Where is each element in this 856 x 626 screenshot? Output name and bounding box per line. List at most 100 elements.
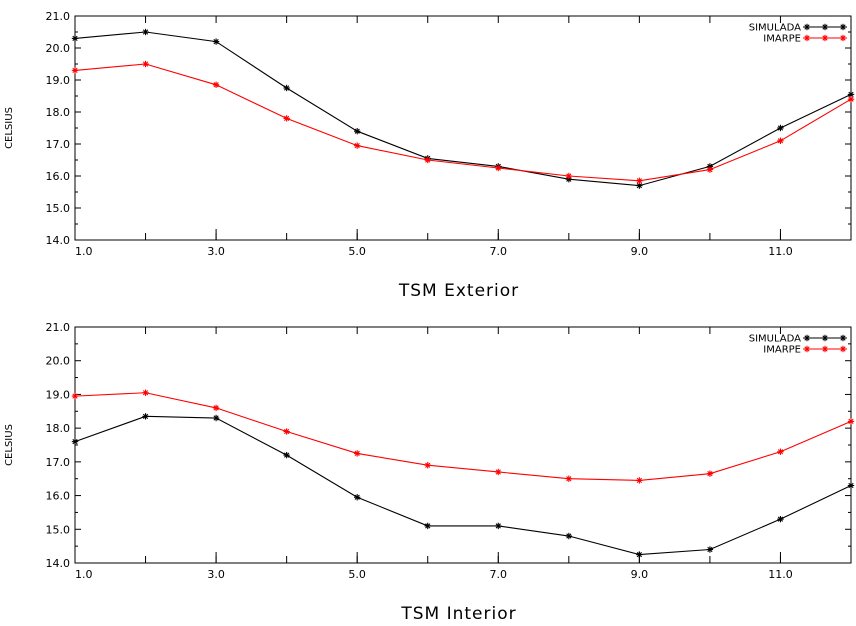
- data-point-simulada: [212, 38, 220, 45]
- data-point-simulada: [142, 413, 149, 420]
- data-point-simulada: [424, 522, 431, 530]
- y-tick-label: 20.0: [46, 355, 71, 368]
- series-line-simulada: [74, 31, 852, 187]
- data-point-imarpe: [424, 462, 431, 469]
- chart-panel-1: 1.0 3.0 5.0 7.0 9.0 11.0 14.0 15.0 16.0 17.0 18.0 1…: [4, 10, 855, 301]
- chart-panel-2: 1.0 3.0 5.0 7.0 9.0 11.0 14.0 15.0 16.0 17.0 18.0 1…: [4, 321, 855, 624]
- data-point-imarpe: [495, 468, 502, 476]
- x-tick-label: 9.0: [631, 568, 649, 581]
- chart-title: TSM Exterior: [398, 281, 519, 301]
- data-point-imarpe: [495, 164, 502, 172]
- y-tick-label: 18.0: [46, 422, 71, 435]
- data-point-simulada: [283, 451, 290, 459]
- legend-marker: [803, 345, 811, 353]
- x-tick-label: 11.0: [768, 568, 793, 581]
- data-point-imarpe: [777, 137, 784, 144]
- y-axis-label: CELSIUS: [4, 107, 15, 149]
- data-point-imarpe: [142, 389, 149, 396]
- y-tick-label: 21.0: [46, 321, 71, 334]
- data-point-imarpe: [71, 392, 79, 400]
- legend-marker: [821, 334, 829, 342]
- series-line-simulada: [74, 415, 852, 556]
- data-point-simulada: [847, 482, 855, 489]
- legend-label: SIMULADA: [749, 23, 801, 34]
- legend-marker: [803, 23, 811, 31]
- x-tick-label: 1.0: [75, 245, 93, 258]
- legend-marker: [821, 34, 829, 42]
- plot-frame: [74, 326, 852, 564]
- data-point-simulada: [71, 35, 79, 42]
- data-point-simulada: [71, 438, 79, 445]
- data-point-simulada: [847, 91, 855, 98]
- y-tick-label: 17.0: [46, 456, 71, 469]
- series-line-imarpe: [74, 392, 852, 481]
- data-point-imarpe: [142, 60, 149, 68]
- y-tick-label: 14.0: [46, 557, 71, 570]
- data-point-imarpe: [565, 475, 573, 482]
- data-point-imarpe: [706, 166, 714, 173]
- y-tick-label: 21.0: [46, 10, 71, 23]
- data-point-imarpe: [71, 67, 79, 74]
- y-tick-label: 18.0: [46, 106, 71, 119]
- x-tick-label: 7.0: [490, 568, 508, 581]
- data-point-imarpe: [353, 450, 361, 457]
- data-point-imarpe: [706, 470, 714, 477]
- data-point-imarpe: [636, 477, 643, 484]
- x-tick-label: 7.0: [490, 245, 508, 258]
- x-tick-label: 11.0: [768, 245, 793, 258]
- y-tick-label: 19.0: [46, 388, 71, 401]
- y-tick-label: 19.0: [46, 74, 71, 87]
- series-line-imarpe: [74, 63, 852, 182]
- x-tick-label: 5.0: [348, 568, 366, 581]
- data-point-simulada: [212, 414, 220, 422]
- data-point-imarpe: [424, 156, 431, 164]
- data-point-imarpe: [283, 428, 290, 435]
- legend-marker: [803, 34, 811, 42]
- data-point-simulada: [777, 515, 784, 523]
- x-tick-label: 5.0: [348, 245, 366, 258]
- data-point-simulada: [283, 84, 290, 92]
- data-point-simulada: [565, 532, 573, 540]
- data-point-simulada: [495, 522, 502, 530]
- data-point-imarpe: [777, 448, 784, 455]
- legend-label: SIMULADA: [749, 334, 801, 345]
- data-point-simulada: [777, 124, 784, 132]
- x-tick-label: 1.0: [75, 568, 93, 581]
- data-point-simulada: [353, 128, 361, 135]
- chart-title: TSM Interior: [400, 604, 516, 624]
- plot-frame: [74, 15, 852, 241]
- x-tick-label: 3.0: [207, 245, 225, 258]
- y-tick-label: 15.0: [46, 202, 71, 215]
- x-tick-label: 9.0: [631, 245, 649, 258]
- data-point-imarpe: [565, 172, 573, 180]
- legend-marker: [839, 34, 847, 42]
- legend-marker: [839, 345, 847, 353]
- data-point-simulada: [353, 494, 361, 501]
- data-point-simulada: [636, 551, 643, 558]
- y-tick-label: 17.0: [46, 138, 71, 151]
- data-point-imarpe: [353, 142, 361, 149]
- legend-marker: [821, 345, 829, 353]
- y-tick-label: 14.0: [46, 234, 71, 247]
- data-point-imarpe: [283, 115, 290, 122]
- data-point-imarpe: [636, 177, 643, 184]
- data-point-imarpe: [847, 96, 855, 103]
- data-point-imarpe: [212, 404, 220, 412]
- y-tick-label: 16.0: [46, 170, 71, 183]
- legend-marker: [839, 334, 847, 342]
- y-tick-label: 15.0: [46, 523, 71, 536]
- legend-marker: [839, 23, 847, 31]
- legend-marker: [803, 334, 811, 342]
- x-tick-label: 3.0: [207, 568, 225, 581]
- y-axis-label: CELSIUS: [4, 424, 15, 466]
- data-point-imarpe: [847, 418, 855, 425]
- legend-marker: [821, 23, 829, 31]
- y-tick-label: 20.0: [46, 42, 71, 55]
- data-point-simulada: [706, 546, 714, 553]
- legend-label: IMARPE: [763, 345, 801, 356]
- data-point-imarpe: [212, 81, 220, 88]
- legend-label: IMARPE: [763, 34, 801, 45]
- y-tick-label: 16.0: [46, 490, 71, 503]
- data-point-simulada: [142, 28, 149, 36]
